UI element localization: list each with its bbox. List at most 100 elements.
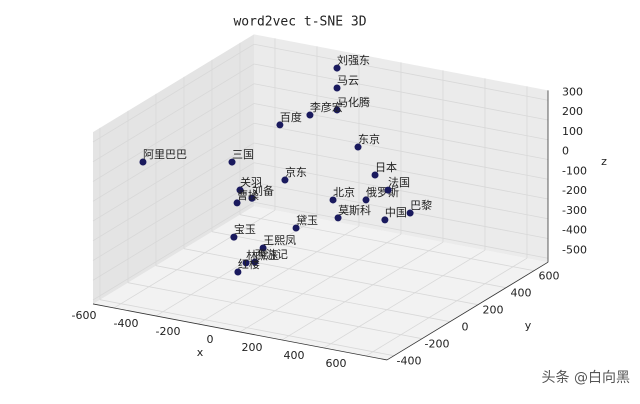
grid-line bbox=[281, 241, 444, 341]
grid-line bbox=[155, 217, 318, 317]
point-label: 北京 bbox=[333, 185, 355, 199]
grid-line bbox=[323, 249, 486, 349]
point bbox=[233, 199, 241, 207]
grid-line bbox=[92, 63, 255, 163]
point bbox=[236, 186, 244, 194]
point bbox=[242, 259, 250, 267]
grid-line bbox=[211, 231, 507, 289]
z-tick-label: -200 bbox=[562, 184, 587, 197]
point bbox=[259, 244, 267, 252]
x-tick-label: 200 bbox=[242, 341, 263, 354]
grid-line bbox=[92, 162, 255, 261]
z-tick-label: -300 bbox=[562, 204, 587, 217]
point-label: 李彦宏 bbox=[310, 100, 343, 114]
watermark: 头条 @白向黑 bbox=[542, 369, 630, 386]
grid-line bbox=[127, 282, 423, 340]
point bbox=[306, 111, 314, 119]
point-label: 黛玉 bbox=[296, 214, 318, 227]
grid-line bbox=[92, 83, 255, 182]
point-label: 日本 bbox=[375, 160, 397, 174]
grid-line bbox=[92, 103, 255, 202]
point-label: 马云 bbox=[337, 74, 359, 87]
grid-line bbox=[253, 122, 549, 180]
point bbox=[329, 196, 337, 204]
point-label: 东京 bbox=[358, 132, 380, 146]
grid-line bbox=[92, 182, 255, 281]
y-tick-label: -400 bbox=[397, 355, 422, 368]
grid-line bbox=[113, 209, 276, 309]
point-label: 中国 bbox=[385, 206, 407, 219]
y-tick-label: 0 bbox=[462, 321, 469, 334]
point-label: 曹操 bbox=[237, 188, 259, 202]
point bbox=[333, 64, 341, 72]
point bbox=[362, 196, 370, 204]
point bbox=[251, 258, 259, 266]
point-label: 王熙凤 bbox=[263, 234, 296, 247]
point-label: 刘强东 bbox=[337, 54, 370, 67]
point bbox=[139, 158, 147, 166]
point bbox=[354, 143, 362, 151]
grid-line bbox=[239, 214, 535, 272]
point-label: 京东 bbox=[285, 165, 307, 179]
x-tick-label: 400 bbox=[284, 349, 305, 362]
point bbox=[333, 84, 341, 92]
z-tick-label: -500 bbox=[562, 243, 587, 256]
point-label: 刘备 bbox=[252, 183, 274, 197]
point bbox=[384, 186, 392, 194]
chart-title: word2vec t-SNE 3D bbox=[233, 15, 366, 30]
grid-line bbox=[253, 182, 549, 239]
point bbox=[230, 233, 238, 241]
grid-line bbox=[253, 201, 549, 259]
y-tick-label: -200 bbox=[425, 338, 450, 351]
point-label: 三国 bbox=[232, 148, 254, 161]
grid-line bbox=[92, 122, 255, 222]
grid-line bbox=[239, 233, 402, 333]
point-label: 马化腾 bbox=[337, 95, 370, 109]
x-axis-label: x bbox=[197, 346, 204, 359]
y-tick-label: 400 bbox=[511, 287, 532, 300]
point bbox=[276, 121, 284, 129]
y-tick-label: 200 bbox=[483, 304, 504, 317]
side-pane bbox=[93, 34, 254, 304]
point bbox=[381, 216, 389, 224]
grid-line bbox=[92, 201, 255, 301]
grid-line bbox=[365, 257, 528, 357]
z-axis-label: z bbox=[601, 155, 607, 168]
grid-line bbox=[183, 248, 479, 306]
point bbox=[334, 214, 342, 222]
x-tick-label: -600 bbox=[72, 309, 97, 322]
grid-line bbox=[92, 142, 255, 242]
x-tick-label: -200 bbox=[156, 325, 181, 338]
point-label: 莫斯科 bbox=[338, 203, 371, 217]
point bbox=[371, 171, 379, 179]
point-label: 宝玉 bbox=[234, 222, 256, 236]
grid-line bbox=[92, 43, 255, 143]
point-label: 西游记 bbox=[255, 248, 288, 261]
point bbox=[281, 176, 289, 184]
point-label: 法国 bbox=[388, 175, 410, 189]
grid-line bbox=[253, 162, 549, 220]
x-tick-label: 600 bbox=[326, 357, 347, 370]
point-label: 阿里巴巴 bbox=[143, 148, 187, 161]
grid-line bbox=[197, 225, 360, 325]
point-label: 巴黎 bbox=[410, 198, 432, 212]
y-tick-label: 600 bbox=[539, 270, 560, 283]
grid-line bbox=[253, 43, 549, 101]
point bbox=[234, 268, 242, 276]
point bbox=[248, 194, 256, 202]
grid-line bbox=[253, 83, 549, 141]
grid-line bbox=[99, 299, 395, 357]
grid-line bbox=[253, 142, 549, 200]
point-label: 百度 bbox=[280, 110, 302, 124]
x-axis-line bbox=[92, 303, 388, 361]
x-tick-label: -400 bbox=[114, 317, 139, 330]
point-label: 林黛玉 bbox=[246, 248, 279, 262]
z-tick-label: 0 bbox=[562, 145, 569, 158]
z-tick-label: 100 bbox=[562, 125, 583, 138]
y-axis-line bbox=[386, 261, 549, 361]
grid-line bbox=[155, 265, 451, 323]
point bbox=[292, 224, 300, 232]
z-tick-label: -400 bbox=[562, 224, 587, 237]
z-tick-label: 200 bbox=[562, 105, 583, 118]
point bbox=[406, 209, 414, 217]
